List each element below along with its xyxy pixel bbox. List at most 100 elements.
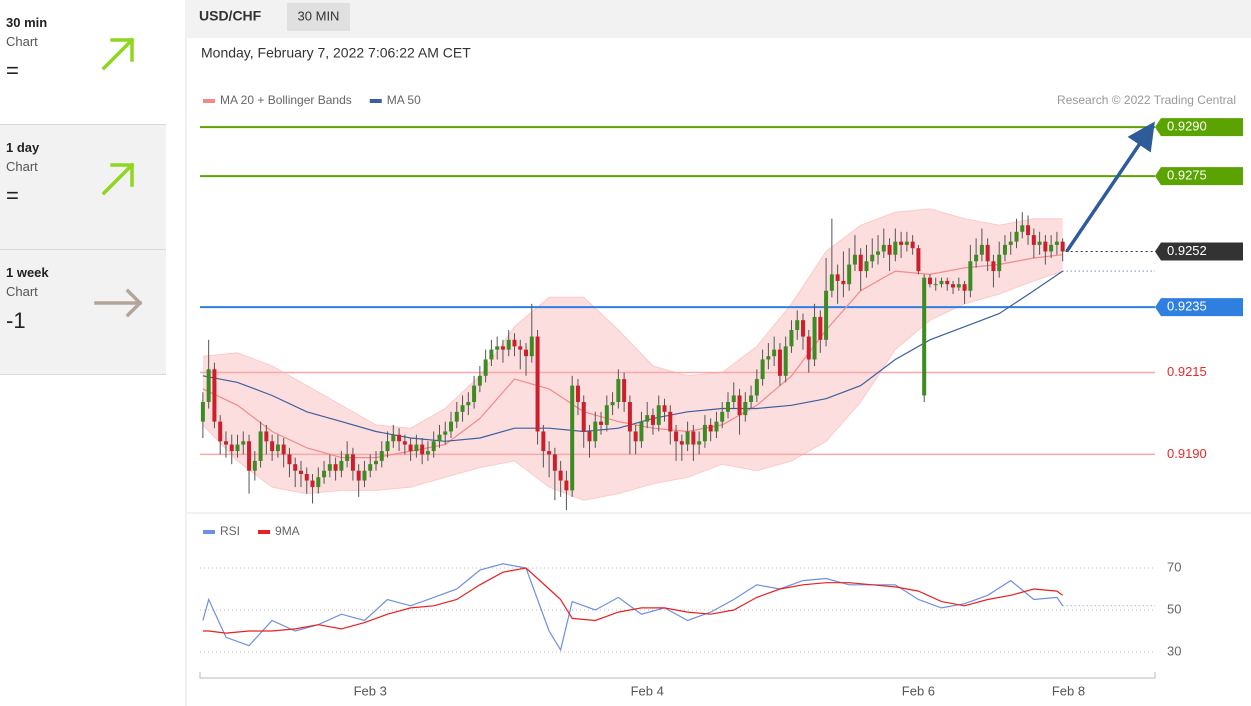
sidebar-item[interactable]: 1 day Chart = xyxy=(0,125,166,250)
level-tag xyxy=(1155,118,1243,137)
candle-body xyxy=(581,402,586,432)
candle-body xyxy=(731,395,736,402)
candle-body xyxy=(524,349,529,357)
sidebar-item[interactable]: 1 week Chart -1 xyxy=(0,250,166,375)
candle-body xyxy=(974,254,979,262)
candle-body xyxy=(951,284,956,288)
trend-icon xyxy=(94,288,143,318)
legend-swatch xyxy=(258,530,271,534)
candle-body xyxy=(1020,225,1025,232)
candle-body xyxy=(477,375,482,386)
candle-body xyxy=(275,444,280,452)
candle-body xyxy=(431,441,436,452)
x-tick-label: Feb 3 xyxy=(354,683,387,698)
candle-body xyxy=(570,385,575,491)
candle-body xyxy=(927,277,932,285)
candle-body xyxy=(760,359,765,380)
candle-body xyxy=(668,411,673,432)
timeframe-tab[interactable] xyxy=(287,3,350,31)
candle-body xyxy=(535,336,540,432)
candle-body xyxy=(564,480,569,491)
candle-body xyxy=(247,441,252,471)
candle-body xyxy=(847,264,852,285)
candle-body xyxy=(622,379,627,402)
candle-body xyxy=(547,451,552,455)
candle-body xyxy=(373,460,378,465)
candle-body xyxy=(789,330,794,347)
candle-body xyxy=(985,244,990,262)
candle-body xyxy=(887,244,892,255)
candle-body xyxy=(801,320,806,337)
x-axis xyxy=(199,672,1156,679)
level-tag xyxy=(1155,242,1243,261)
candle-body xyxy=(1002,244,1007,255)
candle-body xyxy=(408,444,413,452)
item-label: Chart xyxy=(6,159,38,174)
candle-body xyxy=(218,421,223,442)
candle-body xyxy=(968,261,973,291)
candle-body xyxy=(368,464,373,471)
legend-label: RSI xyxy=(220,524,240,538)
candle-body xyxy=(316,477,321,488)
signal: = xyxy=(6,183,19,208)
y-tick-label: 50 xyxy=(1167,601,1181,616)
timeframe-label[interactable]: 30 MIN xyxy=(298,8,340,23)
candle-body xyxy=(962,284,967,291)
y-tick-label: 30 xyxy=(1167,643,1181,658)
candle-body xyxy=(345,454,350,461)
candle-body xyxy=(327,464,332,471)
candle-body xyxy=(223,441,228,445)
candle-body xyxy=(1026,225,1031,236)
annotation: Research © 2022 Trading Central xyxy=(1057,93,1236,107)
candle-body xyxy=(599,421,604,425)
level-label: 0.9215 xyxy=(1167,364,1207,379)
candle-body xyxy=(1037,241,1042,245)
legend-label: MA 20 + Bollinger Bands xyxy=(220,93,352,107)
candle-body xyxy=(650,415,655,425)
signal: -1 xyxy=(6,308,26,333)
candle-body xyxy=(212,369,217,422)
candle-body xyxy=(443,431,448,435)
signal: = xyxy=(6,58,19,83)
candle-body xyxy=(500,346,505,350)
sidebar-item[interactable]: 30 min Chart = xyxy=(0,0,166,125)
candle-body xyxy=(754,379,759,396)
candle-body xyxy=(281,444,286,455)
candle-body xyxy=(460,405,465,412)
candle-body xyxy=(593,421,598,442)
candle-body xyxy=(310,480,315,488)
candle-body xyxy=(391,434,396,442)
legend-swatch xyxy=(203,530,215,534)
candle-body xyxy=(304,474,309,481)
candle-body xyxy=(910,241,915,249)
candle-body xyxy=(997,254,1002,272)
candle-body xyxy=(922,277,927,396)
candle-body xyxy=(685,431,690,445)
item-label: Chart xyxy=(6,284,38,299)
legend-swatch xyxy=(369,99,382,103)
level-label: 0.9275 xyxy=(1167,168,1207,183)
x-tick-label: Feb 4 xyxy=(631,683,664,698)
candle-body xyxy=(322,470,327,478)
candle-body xyxy=(1008,241,1013,245)
candle-body xyxy=(420,444,425,455)
level-label: 0.9190 xyxy=(1167,446,1207,461)
candle-body xyxy=(645,415,650,422)
candle-body xyxy=(697,441,702,445)
candle-body xyxy=(270,441,275,452)
candle-body xyxy=(362,470,367,481)
candle-body xyxy=(795,320,800,330)
candle-body xyxy=(385,441,390,452)
candle-body xyxy=(852,254,857,265)
level-label: 0.9235 xyxy=(1167,299,1207,314)
candle-body xyxy=(512,339,517,347)
candle-body xyxy=(1060,241,1065,252)
candle-body xyxy=(587,431,592,442)
candle-body xyxy=(881,244,886,252)
bollinger-band xyxy=(202,208,1063,501)
candle-body xyxy=(870,254,875,262)
candle-body xyxy=(991,261,996,272)
candle-body xyxy=(714,421,719,432)
candle-body xyxy=(679,441,684,445)
candle-body xyxy=(518,346,523,350)
